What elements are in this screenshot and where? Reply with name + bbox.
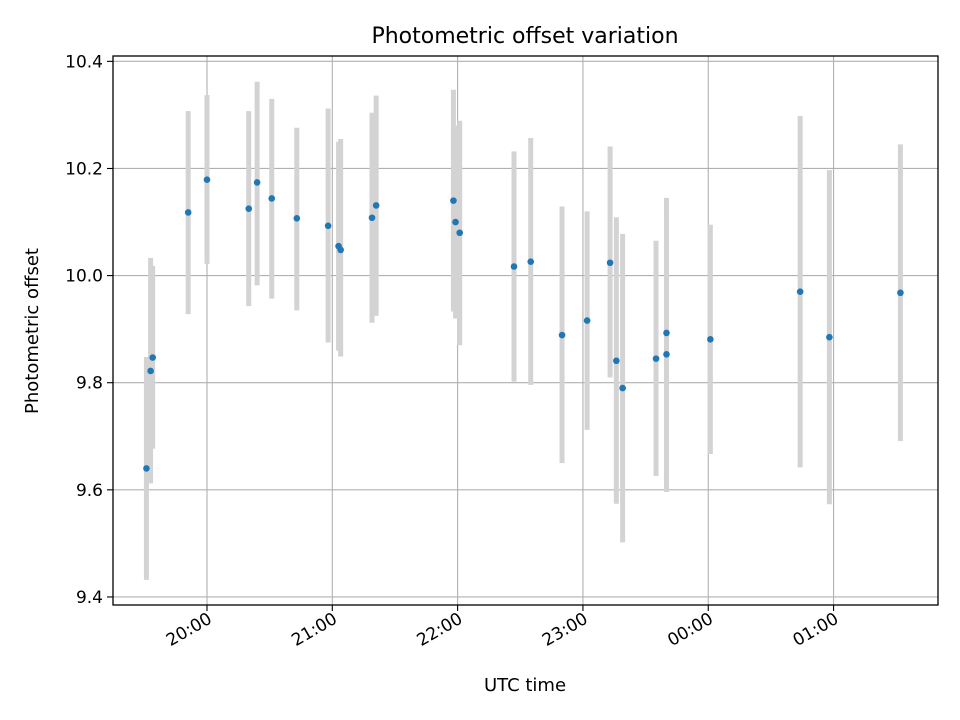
data-point: [619, 384, 626, 392]
data-point: [707, 336, 714, 343]
y-axis-label: Photometric offset: [22, 248, 43, 414]
data-point: [663, 329, 670, 337]
data-point: [606, 259, 614, 267]
data-point: [583, 317, 591, 324]
data-point: [372, 202, 380, 209]
y-tick-label: 9.4: [76, 588, 103, 608]
data-point: [203, 176, 211, 184]
data-point: [663, 351, 670, 358]
data-point: [184, 209, 192, 216]
x-axis-label: UTC time: [484, 675, 566, 696]
data-points: [143, 176, 904, 472]
chart-title: Photometric offset variation: [371, 24, 678, 49]
x-tick-label: 20:00: [163, 609, 215, 651]
data-point: [652, 355, 660, 362]
y-tick-label: 10.4: [65, 52, 103, 72]
data-point: [368, 214, 376, 222]
grid-lines: [113, 56, 938, 605]
data-point: [527, 258, 535, 265]
x-tick-label: 23:00: [539, 609, 591, 651]
data-point: [245, 205, 253, 212]
y-tick-label: 9.6: [76, 481, 103, 501]
data-point: [450, 197, 457, 204]
data-point: [897, 289, 904, 297]
x-tick-label: 21:00: [288, 609, 340, 651]
x-tick-label: 22:00: [414, 609, 466, 651]
data-point: [253, 179, 261, 186]
data-point: [149, 354, 156, 361]
data-point: [337, 246, 344, 254]
data-point: [147, 367, 154, 375]
data-point: [143, 465, 150, 472]
x-tick-label: 00:00: [664, 609, 716, 651]
data-point: [452, 218, 459, 226]
x-tick-label: 01:00: [790, 609, 842, 651]
y-tick-label: 9.8: [76, 374, 103, 394]
y-tick-label: 10.0: [65, 267, 103, 287]
y-tick-label: 10.2: [65, 159, 103, 179]
data-point: [558, 331, 566, 339]
data-point: [293, 214, 301, 222]
plot-frame: [112, 55, 939, 606]
data-point: [268, 195, 276, 202]
data-point: [324, 222, 332, 230]
data-point: [510, 263, 518, 270]
data-point: [456, 229, 464, 237]
error-bars: [143, 81, 903, 580]
data-point: [826, 333, 833, 341]
data-point: [613, 357, 620, 365]
data-point: [796, 288, 804, 295]
